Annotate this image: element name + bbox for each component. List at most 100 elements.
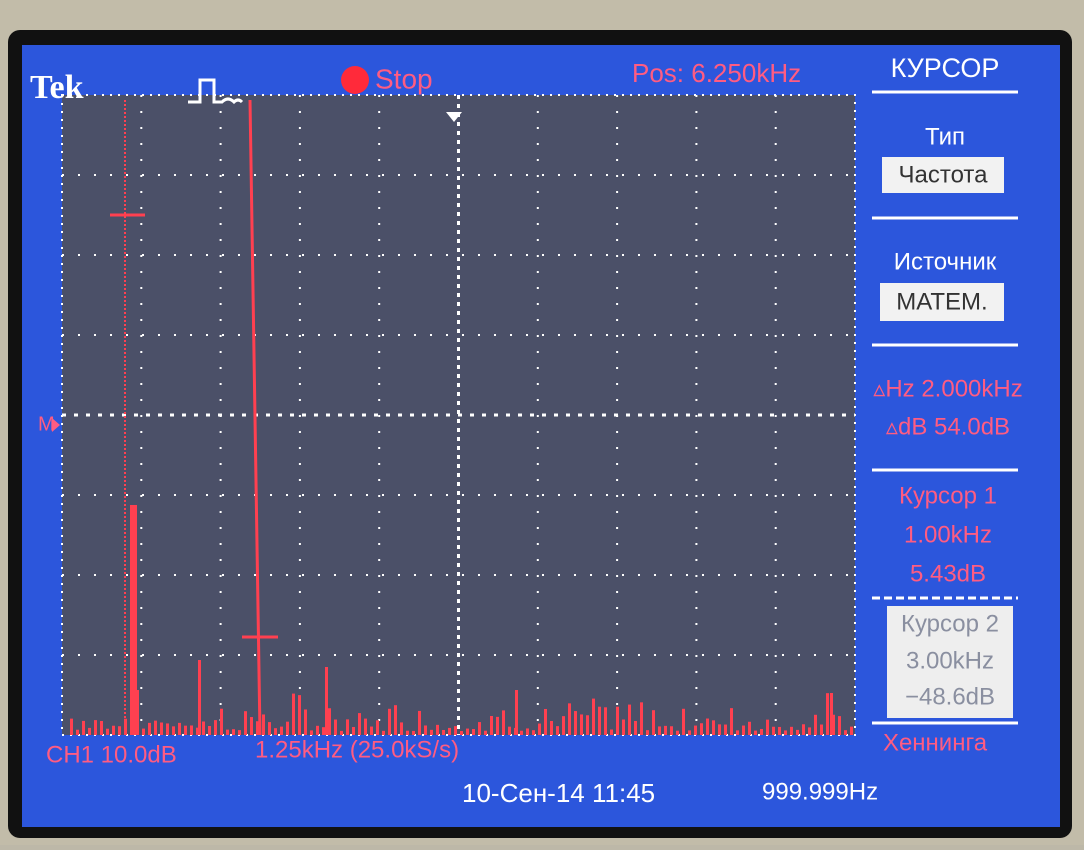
spectrum-bin: [520, 730, 523, 735]
spectrum-bin: [808, 727, 811, 735]
spectrum-bin: [694, 725, 697, 735]
spectrum: [70, 660, 853, 735]
spectrum-bin: [424, 725, 427, 735]
spectrum-bin: [142, 728, 145, 735]
spectrum-bin: [394, 705, 397, 735]
spectrum-bin: [802, 724, 805, 735]
spectrum-bin: [304, 709, 307, 735]
spectrum-bin: [238, 730, 241, 735]
spectrum-bin: [430, 729, 433, 735]
spectrum-bin: [664, 725, 667, 735]
spectrum-bin: [850, 726, 853, 735]
delta-hz: ▵Hz 2.000kHz: [873, 375, 1022, 402]
cursor-2-title: Курсор 2: [901, 610, 999, 637]
spectrum-bin: [748, 721, 751, 735]
spectrum-bin: [820, 724, 823, 735]
spectrum-bin: [718, 724, 721, 735]
spectrum-bin: [178, 722, 181, 735]
spectrum-bin: [250, 717, 253, 735]
spectrum-bin: [340, 730, 343, 735]
spectrum-bin: [184, 725, 187, 735]
spectrum-bin: [190, 725, 193, 735]
spectrum-bin: [376, 720, 379, 735]
spectrum-bin: [586, 715, 589, 735]
spectrum-bin: [166, 723, 169, 735]
spectrum-bin: [94, 720, 97, 735]
brand: Tek: [30, 69, 84, 106]
menu-value-box[interactable]: [880, 283, 1004, 321]
spectrum-bin: [736, 730, 739, 735]
spectrum-bin: [616, 706, 619, 735]
spectrum-bin: [460, 730, 463, 735]
spectrum-bin: [592, 698, 595, 735]
spectrum-bin: [622, 719, 625, 735]
spectrum-bin: [466, 728, 469, 735]
spectrum-bin: [286, 721, 289, 735]
spectrum-bin: [730, 708, 733, 735]
peak: [130, 505, 137, 735]
spectrum-bin: [742, 725, 745, 735]
spectrum-bin: [628, 704, 631, 735]
menu-label: Тип: [925, 123, 965, 150]
spectrum-bin: [268, 722, 271, 735]
spectrum-bin: [562, 716, 565, 735]
spectrum-bin: [502, 710, 505, 735]
spectrum-bin: [490, 715, 493, 735]
spectrum-bin: [706, 718, 709, 735]
spectrum-bin: [442, 729, 445, 735]
spectrum-bin: [76, 729, 79, 735]
spectrum-bin: [766, 719, 769, 735]
span: 1.25kHz (25.0kS/s): [255, 736, 459, 763]
cursor-2-freq: 3.00kHz: [906, 647, 994, 674]
spectrum-bin: [202, 721, 205, 735]
grid: [61, 94, 856, 736]
spectrum-bin: [118, 726, 121, 735]
spectrum-bin: [478, 722, 481, 735]
position: Pos: 6.250kHz: [632, 58, 801, 88]
spectrum-bin: [220, 708, 223, 735]
spectrum-bin: [154, 720, 157, 735]
spectrum-bin: [382, 730, 385, 735]
spectrum-bin: [334, 719, 337, 735]
menu-value-box[interactable]: [882, 157, 1004, 193]
cursor-1-level: 5.43dB: [910, 560, 986, 587]
graticule-border: [61, 94, 856, 736]
spectrum-bin: [292, 693, 295, 735]
menu-label: Источник: [894, 248, 997, 275]
spectrum-bin: [310, 730, 313, 735]
spectrum-bin: [640, 702, 643, 735]
spectrum-bin: [328, 708, 331, 735]
spectrum-bin: [244, 711, 247, 735]
spectrum-bin: [400, 722, 403, 735]
spectrum-bin: [448, 727, 451, 735]
cursor-1-freq: 1.00kHz: [904, 521, 992, 548]
spectrum-bin: [682, 708, 685, 735]
stop-indicator: [341, 66, 369, 94]
spectrum-bin: [70, 718, 73, 735]
spectrum-bin: [298, 695, 301, 735]
cursor-2-level: −48.6dB: [905, 683, 995, 710]
spectrum-bin: [418, 710, 421, 735]
spectrum-bin: [826, 693, 829, 735]
datetime: 10-Сен-14 11:45: [462, 778, 655, 808]
spectrum-bin: [724, 724, 727, 735]
spectrum-bin: [610, 729, 613, 735]
spectrum-bin: [412, 730, 415, 735]
spectrum-bin: [526, 728, 529, 735]
spectrum-bin: [760, 728, 763, 735]
spectrum-bin: [550, 720, 553, 735]
spectrum-bin: [544, 708, 547, 735]
spectrum-bin: [784, 730, 787, 735]
spectrum-bin: [322, 727, 325, 735]
menu-title: КУРСОР: [891, 53, 1000, 83]
spectrum-bin: [838, 716, 841, 735]
spectrum-bin: [358, 713, 361, 735]
spectrum-bin: [754, 730, 757, 735]
spectrum-bin: [88, 727, 91, 735]
spectrum-bin: [658, 726, 661, 735]
trigger-icon: [188, 78, 244, 105]
spectrum-bin: [772, 726, 775, 735]
spectrum-bin: [346, 719, 349, 735]
cursor-2-box[interactable]: [887, 606, 1013, 718]
